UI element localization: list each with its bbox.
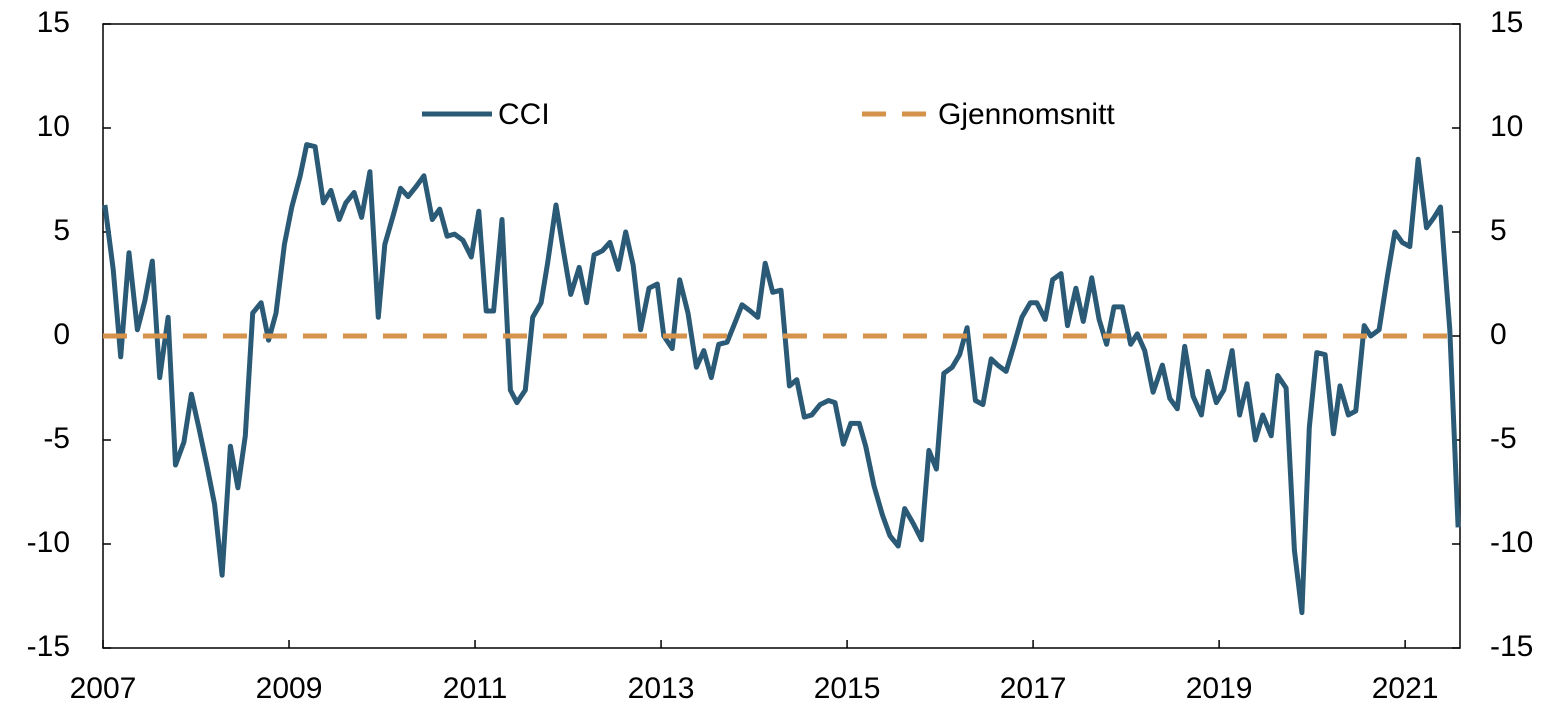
x-tick-label: 2021 (1372, 672, 1439, 705)
legend-label: CCI (498, 98, 550, 131)
y-tick-label: 0 (53, 318, 70, 351)
y-tick-label: 10 (37, 110, 70, 143)
x-tick-label: 2009 (256, 672, 323, 705)
x-tick-label: 2019 (1186, 672, 1253, 705)
series-line (102, 142, 1461, 616)
x-tick-label: 2011 (443, 672, 508, 705)
y-tick-label: 15 (37, 6, 70, 39)
y-tick-label: -10 (27, 526, 70, 559)
y-tick-label: -15 (27, 630, 70, 663)
y2-tick-label: -15 (1490, 630, 1533, 663)
y2-tick-label: 10 (1490, 110, 1523, 143)
y2-tick-label: 5 (1490, 214, 1507, 247)
y-tick-label: 5 (53, 214, 70, 247)
x-tick-label: 2017 (1000, 672, 1067, 705)
x-tick-label: 2015 (814, 672, 881, 705)
y2-tick-label: -5 (1490, 422, 1517, 455)
y2-tick-label: 0 (1490, 318, 1507, 351)
y-tick-label: -5 (43, 422, 70, 455)
y2-tick-label: 15 (1490, 6, 1523, 39)
y2-tick-label: -10 (1490, 526, 1533, 559)
legend-label: Gjennomsnitt (938, 98, 1115, 131)
x-tick-label: 2007 (70, 672, 137, 705)
x-tick-label: 2013 (628, 672, 695, 705)
